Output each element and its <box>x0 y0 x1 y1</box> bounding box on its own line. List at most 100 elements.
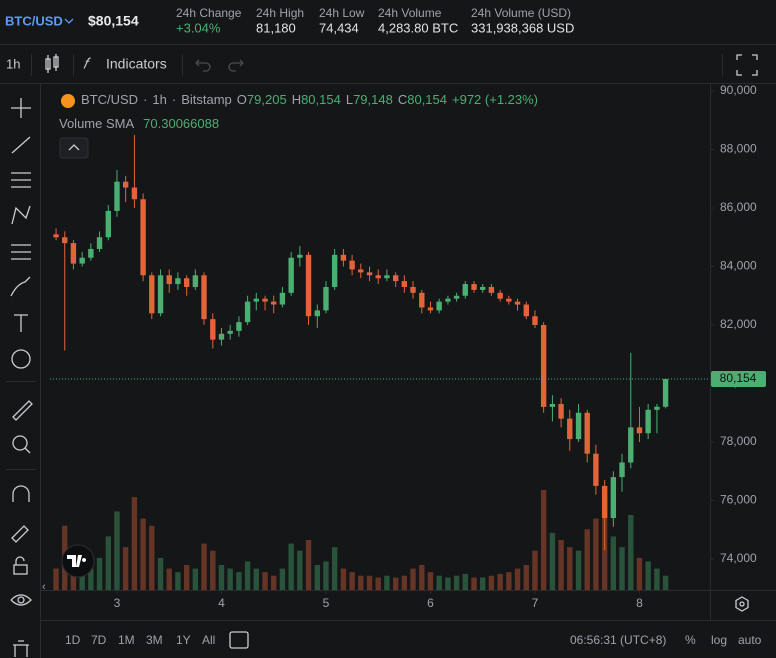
candle-body <box>375 275 381 279</box>
date-range-icon[interactable] <box>229 631 249 649</box>
chevron[interactable] <box>64 18 74 24</box>
high-label: H <box>292 92 301 107</box>
separator: · <box>143 92 147 107</box>
candle-body <box>366 272 373 276</box>
volume-bar <box>201 543 207 590</box>
candle-body <box>575 412 582 440</box>
volume-bar <box>88 568 94 590</box>
volume-bar <box>540 490 547 590</box>
interval[interactable]: 1h <box>6 56 20 71</box>
volume-bar <box>436 575 442 590</box>
line-tool[interactable] <box>11 136 31 154</box>
ruler-tool[interactable] <box>12 400 33 421</box>
logo-mark <box>67 555 87 567</box>
volume-bar <box>462 573 468 590</box>
candle-body <box>288 257 294 293</box>
candle-body <box>427 307 434 311</box>
candle-body <box>514 301 521 305</box>
lock-tool[interactable] <box>13 564 28 575</box>
range-button[interactable]: All <box>202 633 215 647</box>
redo-icon[interactable] <box>228 59 244 72</box>
candle-body <box>567 418 573 440</box>
volume-bar <box>53 568 59 590</box>
low-value: 79,148 <box>353 92 393 107</box>
volume-bar <box>358 575 364 590</box>
volume-bar <box>279 568 286 590</box>
candle-body <box>70 243 77 264</box>
volume-bar <box>445 577 451 590</box>
volume-bar <box>645 561 651 590</box>
volume-bar <box>523 565 529 590</box>
bitcoin-icon <box>61 94 75 108</box>
range-button[interactable]: 1D <box>65 633 81 647</box>
candle-body <box>619 462 625 478</box>
zoom-tool[interactable] <box>12 435 28 451</box>
x-tick-label: 3 <box>114 596 121 610</box>
emoji-tool[interactable] <box>11 349 31 369</box>
indicators-button[interactable]: Indicators <box>106 56 167 72</box>
volume-label: Volume SMA <box>59 116 134 131</box>
fullscreen-icon[interactable] <box>736 54 758 76</box>
stat-value: +3.04% <box>176 20 221 35</box>
delete-tool[interactable] <box>13 640 29 657</box>
candle-body <box>436 301 442 311</box>
legend-symbol: BTC/USD <box>81 92 138 107</box>
candle-body <box>645 409 651 434</box>
range-button[interactable]: 7D <box>91 633 107 647</box>
stat-value: 331,938,368 USD <box>471 20 574 35</box>
candle-body <box>497 292 503 299</box>
legend-interval: 1h <box>152 92 166 107</box>
candle-body <box>157 275 164 314</box>
crosshair-tool[interactable] <box>11 98 31 118</box>
pattern-tool[interactable] <box>11 205 31 225</box>
fx-icon[interactable]: 𝑓 <box>83 56 92 72</box>
candle-body <box>297 254 303 258</box>
symbol[interactable]: BTC/USD <box>5 13 63 28</box>
volume-bar <box>131 497 138 590</box>
candle-body <box>340 254 347 261</box>
magnet-tool[interactable] <box>12 485 30 502</box>
range-button[interactable]: 1Y <box>176 633 191 647</box>
scale-option[interactable]: log <box>711 633 727 647</box>
x-tick-label: 4 <box>218 596 225 610</box>
candle-body <box>262 298 268 302</box>
scroll-left[interactable]: ‹ <box>42 581 46 593</box>
candle-body <box>131 187 138 200</box>
brush-tool[interactable] <box>10 276 31 297</box>
range-button[interactable]: 3M <box>146 633 163 647</box>
collapse-button[interactable] <box>59 137 89 159</box>
settings-icon[interactable] <box>735 596 749 612</box>
candle-body <box>392 275 399 282</box>
volume-bar <box>558 540 564 590</box>
volume-bar <box>262 572 268 590</box>
tool-icons <box>10 98 33 657</box>
candle-body <box>53 234 59 238</box>
open-label: O <box>237 92 247 107</box>
range-button[interactable]: 1M <box>118 633 135 647</box>
candle-body <box>122 181 129 188</box>
candle-body <box>662 379 669 407</box>
volume-bar <box>236 572 242 590</box>
candle-body <box>453 295 460 299</box>
visibility-tool[interactable] <box>10 594 32 606</box>
y-tick-label: 82,000 <box>720 317 757 331</box>
projection-tool[interactable] <box>11 244 31 260</box>
draw-lock-tool[interactable] <box>11 525 29 543</box>
volume-bar <box>96 557 103 590</box>
y-tick-label: 78,000 <box>720 434 757 448</box>
chart-type-icon[interactable] <box>45 54 59 73</box>
change-value: +972 (+1.23%) <box>452 92 538 107</box>
volume-bar <box>410 568 416 590</box>
fib-tool[interactable] <box>11 172 31 188</box>
volume-bar <box>575 550 582 590</box>
volume-bar <box>227 568 233 590</box>
text-tool[interactable] <box>14 314 28 332</box>
undo-icon[interactable] <box>195 59 211 72</box>
candle-body <box>349 260 355 270</box>
scale-option[interactable]: % <box>685 633 696 647</box>
volume-bar <box>384 575 390 590</box>
scale-option[interactable]: auto <box>738 633 762 647</box>
candle-body <box>610 477 617 519</box>
candle-body <box>279 292 286 305</box>
